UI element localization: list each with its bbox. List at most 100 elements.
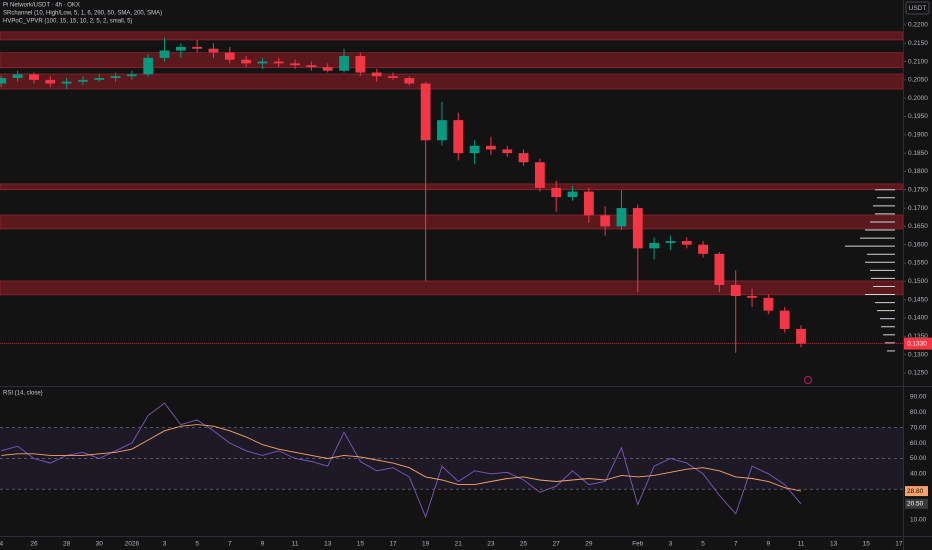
x-tick-label: 15 [357, 541, 365, 548]
candle-body [469, 145, 480, 154]
y-tick-label: 0.2000 [908, 95, 928, 102]
x-tick-label: 4 [0, 541, 3, 548]
x-tick-label: 30 [96, 541, 104, 548]
last-price-label: 0.1330 [907, 340, 927, 347]
candle-body [94, 78, 105, 80]
candle-body [763, 297, 774, 311]
candle-body [600, 215, 611, 227]
candle-body [437, 120, 447, 141]
candle-body [175, 46, 186, 51]
x-tick-label: 7 [228, 541, 232, 548]
x-tick-label: 28 [63, 541, 71, 548]
candle-body [420, 83, 431, 141]
y-tick-label: 0.1850 [908, 150, 928, 157]
candle-body [551, 187, 562, 198]
x-tick-label: 11 [798, 541, 805, 548]
x-tick-label: 27 [553, 541, 561, 548]
candle-body [730, 284, 741, 296]
x-tick-label: 5 [701, 541, 705, 548]
candle-body [45, 79, 56, 84]
candle-body [486, 145, 496, 150]
y-tick-label: 80.00 [910, 409, 927, 416]
x-tick-label: 11 [292, 541, 299, 548]
rsi-line [1, 402, 802, 519]
candle-body [273, 61, 284, 64]
candle-body [257, 61, 268, 64]
candle-body [583, 191, 594, 216]
rsi-last-box [905, 486, 928, 497]
candle-body [371, 72, 382, 77]
indicator-label: SRchannel (10, High/Low, 5, 1, 6, 290, 5… [3, 11, 162, 17]
candle-body [632, 208, 643, 249]
x-tick-label: 26 [30, 541, 38, 548]
x-tick-label: 13 [324, 541, 332, 548]
candle-body [192, 46, 203, 49]
y-tick-label: 0.1700 [908, 205, 928, 212]
rsi-last-label: 20.50 [907, 501, 924, 508]
y-tick-label: 0.1650 [908, 223, 928, 230]
y-tick-label: 0.1350 [908, 333, 928, 340]
y-tick-label: 70.00 [910, 424, 927, 431]
candle-body [404, 78, 415, 84]
candle-body [453, 120, 464, 154]
y-tick-label: 0.2200 [908, 22, 928, 29]
symbol-title: Pi Network/USDT · 4h · OKX [3, 3, 80, 9]
x-tick-label: 13 [830, 541, 838, 548]
sr-zone [0, 52, 904, 69]
y-tick-label: 0.1800 [908, 168, 928, 175]
y-tick-label: 0.1250 [908, 370, 928, 377]
y-tick-label: 0.2050 [908, 77, 928, 84]
candle-body [355, 56, 366, 73]
y-tick-label: 90.00 [910, 394, 927, 401]
x-tick-label: Feb [632, 541, 644, 548]
candle-body [502, 149, 513, 154]
alert-icon[interactable] [804, 376, 812, 384]
candle-body [796, 328, 806, 344]
y-tick-label: 0.1600 [908, 241, 928, 248]
y-tick-label: 0.1750 [908, 186, 928, 193]
y-tick-label: 50.00 [910, 455, 927, 462]
candle-body [339, 56, 349, 71]
candle-body [388, 76, 398, 79]
candle-body [747, 295, 757, 298]
candle-body [61, 81, 72, 84]
candle-body [126, 74, 137, 77]
y-tick-label: 0.1550 [908, 260, 928, 267]
sr-zone [0, 73, 904, 90]
candle-body [681, 241, 692, 245]
y-tick-label: 0.1500 [908, 278, 928, 285]
candle-body [29, 74, 39, 80]
rsi-last-label: 28.80 [907, 488, 924, 495]
x-tick-label: 2026 [125, 541, 140, 548]
rsi-line [1, 424, 802, 492]
sr-zone [0, 31, 904, 41]
candle-body [306, 65, 317, 68]
y-tick-label: 0.1900 [908, 132, 928, 139]
x-tick-label: 17 [389, 541, 397, 548]
currency-box[interactable] [905, 1, 930, 15]
last-price-box [904, 337, 932, 350]
x-tick-label: 25 [520, 541, 528, 548]
candle-body [779, 310, 790, 329]
candle-body [224, 52, 235, 60]
candle-body [110, 76, 121, 79]
candle-body [518, 153, 529, 163]
x-tick-label: 19 [422, 541, 430, 548]
x-tick-label: 5 [195, 541, 199, 548]
sr-zone [0, 280, 904, 296]
y-tick-label: 60.00 [910, 440, 927, 447]
candle-body [649, 242, 660, 249]
sr-zone [0, 183, 904, 191]
sr-zone [0, 214, 904, 230]
x-tick-label: 21 [455, 541, 463, 548]
y-tick-label: 0.1300 [908, 351, 928, 358]
x-tick-label: 29 [585, 541, 593, 548]
indicator-label: HVPoC_VPVR (100, 15, 15, 10, 2, 5, 2, sm… [3, 19, 132, 25]
candle-body [159, 50, 170, 58]
currency-label[interactable]: USDT [909, 5, 927, 12]
rsi-title: RSI (14, close) [3, 391, 43, 397]
x-tick-label: 23 [487, 541, 495, 548]
y-tick-label: 40.00 [910, 471, 927, 478]
candle-body [322, 67, 333, 71]
candle-body [12, 74, 23, 79]
